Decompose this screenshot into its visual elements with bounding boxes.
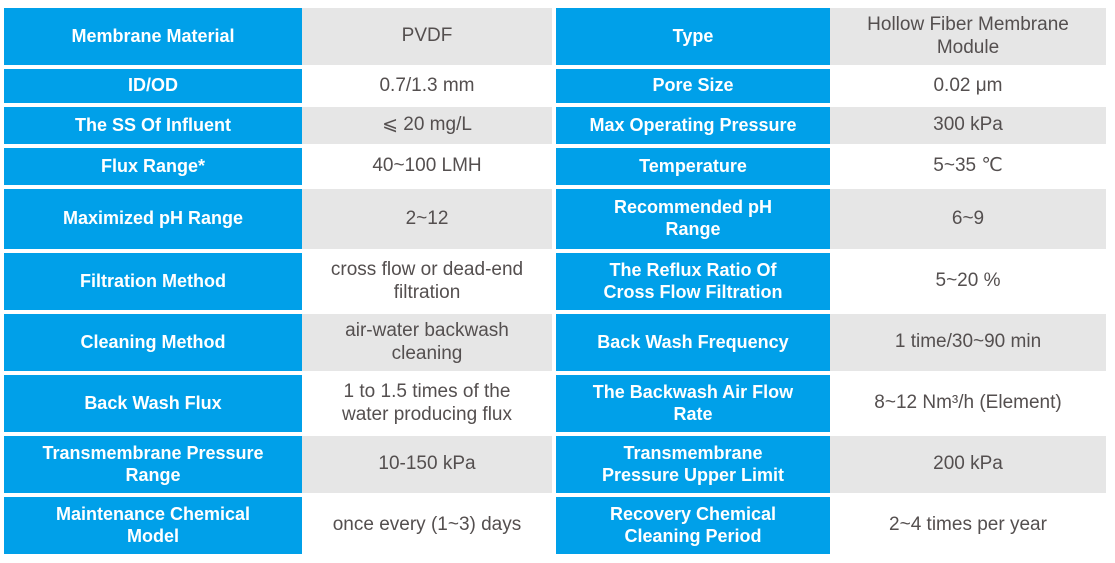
spec-label-cell: Type <box>556 8 830 65</box>
spec-value-cell: 200 kPa <box>830 436 1106 493</box>
table-row: Membrane Material PVDF Type Hollow Fiber… <box>4 8 1106 65</box>
spec-value-cell: ⩽ 20 mg/L <box>302 107 552 144</box>
spec-label-cell: Recommended pH Range <box>556 189 830 249</box>
column-divider <box>552 148 556 185</box>
spec-value-cell: 1 time/30~90 min <box>830 314 1106 371</box>
spec-label-cell: ID/OD <box>4 69 302 103</box>
spec-label-cell: The SS Of Influent <box>4 107 302 144</box>
column-divider <box>552 253 556 310</box>
table-row: ID/OD 0.7/1.3 mm Pore Size 0.02 μm <box>4 69 1106 103</box>
spec-label-cell: Back Wash Flux <box>4 375 302 432</box>
spec-label-cell: Maintenance Chemical Model <box>4 497 302 554</box>
spec-value-cell: 1 to 1.5 times of the water producing fl… <box>302 375 552 432</box>
spec-value-cell: 0.02 μm <box>830 69 1106 103</box>
spec-label-cell: Cleaning Method <box>4 314 302 371</box>
spec-value-cell: once every (1~3) days <box>302 497 552 554</box>
spec-label-cell: Transmembrane Pressure Upper Limit <box>556 436 830 493</box>
column-divider <box>552 69 556 103</box>
column-divider <box>552 189 556 249</box>
spec-value-cell: 5~20 % <box>830 253 1106 310</box>
spec-value-cell: 0.7/1.3 mm <box>302 69 552 103</box>
spec-label-cell: Filtration Method <box>4 253 302 310</box>
spec-label-cell: The Backwash Air Flow Rate <box>556 375 830 432</box>
spec-label-cell: Flux Range* <box>4 148 302 185</box>
spec-label-cell: Pore Size <box>556 69 830 103</box>
spec-value-cell: 40~100 LMH <box>302 148 552 185</box>
table-row: Maintenance Chemical Model once every (1… <box>4 497 1106 554</box>
spec-value-cell: air-water backwash cleaning <box>302 314 552 371</box>
column-divider <box>552 375 556 432</box>
column-divider <box>552 436 556 493</box>
spec-value-cell: 8~12 Nm³/h (Element) <box>830 375 1106 432</box>
spec-label-cell: The Reflux Ratio Of Cross Flow Filtratio… <box>556 253 830 310</box>
spec-value-cell: 10-150 kPa <box>302 436 552 493</box>
spec-label-cell: Temperature <box>556 148 830 185</box>
table-row: The SS Of Influent ⩽ 20 mg/L Max Operati… <box>4 107 1106 144</box>
spec-label-cell: Back Wash Frequency <box>556 314 830 371</box>
column-divider <box>552 107 556 144</box>
spec-label-cell: Transmembrane Pressure Range <box>4 436 302 493</box>
table-row: Transmembrane Pressure Range 10-150 kPa … <box>4 436 1106 493</box>
spec-value-cell: Hollow Fiber Membrane Module <box>830 8 1106 65</box>
spec-label-cell: Maximized pH Range <box>4 189 302 249</box>
spec-value-cell: PVDF <box>302 8 552 65</box>
table-row: Flux Range* 40~100 LMH Temperature 5~35 … <box>4 148 1106 185</box>
spec-value-cell: 6~9 <box>830 189 1106 249</box>
column-divider <box>552 8 556 65</box>
spec-label-cell: Max Operating Pressure <box>556 107 830 144</box>
table-row: Maximized pH Range 2~12 Recommended pH R… <box>4 189 1106 249</box>
column-divider <box>552 314 556 371</box>
spec-label-cell: Recovery Chemical Cleaning Period <box>556 497 830 554</box>
spec-value-cell: 5~35 ℃ <box>830 148 1106 185</box>
table-row: Cleaning Method air-water backwash clean… <box>4 314 1106 371</box>
spec-value-cell: 2~4 times per year <box>830 497 1106 554</box>
spec-value-cell: 2~12 <box>302 189 552 249</box>
spec-value-cell: 300 kPa <box>830 107 1106 144</box>
spec-label-cell: Membrane Material <box>4 8 302 65</box>
column-divider <box>552 497 556 554</box>
table-row: Filtration Method cross flow or dead-end… <box>4 253 1106 310</box>
table-row: Back Wash Flux 1 to 1.5 times of the wat… <box>4 375 1106 432</box>
spec-value-cell: cross flow or dead-end filtration <box>302 253 552 310</box>
